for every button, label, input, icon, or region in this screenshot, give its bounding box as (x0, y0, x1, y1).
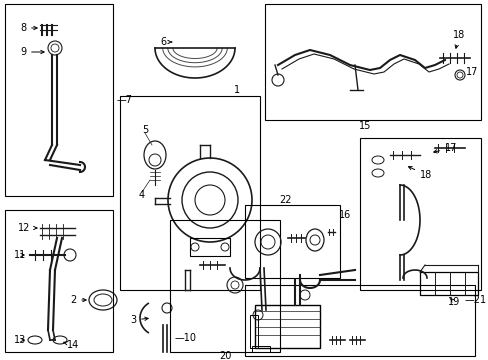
Text: —7: —7 (117, 95, 133, 105)
Text: 18: 18 (407, 167, 431, 180)
Bar (5, 210, 113, 352)
Text: 6: 6 (160, 37, 171, 47)
Text: 4: 4 (139, 190, 145, 200)
Bar (190, 238, 229, 256)
Text: 16: 16 (338, 210, 350, 220)
Text: 14: 14 (64, 340, 79, 350)
Text: 9: 9 (20, 47, 44, 57)
Bar (249, 315, 258, 348)
Text: 20: 20 (218, 351, 231, 360)
Text: 1: 1 (233, 85, 240, 95)
Text: 5: 5 (142, 125, 148, 135)
Text: 17: 17 (465, 67, 477, 77)
Text: 11: 11 (14, 250, 26, 260)
Text: 2: 2 (70, 295, 86, 305)
Bar (120, 96, 260, 290)
Bar (264, 4, 480, 120)
Bar (419, 272, 477, 295)
Text: 13: 13 (14, 335, 26, 345)
Text: 19: 19 (447, 297, 459, 307)
Bar (359, 138, 480, 290)
Text: 8: 8 (20, 23, 37, 33)
Text: —21: —21 (464, 295, 486, 305)
Bar (244, 205, 339, 278)
Text: 12: 12 (18, 223, 37, 233)
Text: 17: 17 (433, 143, 456, 153)
Bar (244, 285, 474, 356)
Bar (170, 220, 280, 352)
Bar (251, 346, 269, 352)
Bar (254, 305, 319, 348)
Text: —10: —10 (175, 333, 197, 343)
Text: 15: 15 (358, 121, 370, 131)
Text: 3: 3 (130, 315, 148, 325)
Bar (5, 4, 113, 196)
Text: 18: 18 (452, 30, 464, 48)
Text: 22: 22 (278, 195, 291, 205)
